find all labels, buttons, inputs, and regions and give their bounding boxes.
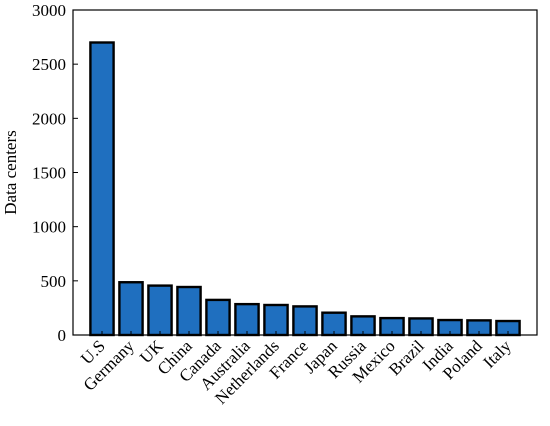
bars	[89, 41, 521, 337]
bar-u-s	[89, 41, 115, 337]
y-tick-label: 500	[41, 272, 67, 291]
x-tick-labels: U.SGermanyUKChinaCanadaAustraliaNetherla…	[77, 336, 515, 408]
y-tick-label: 1500	[32, 164, 66, 183]
bar-uk	[147, 284, 173, 337]
bar-netherlands	[263, 303, 289, 337]
y-tick-label: 2000	[32, 109, 66, 128]
axis-ticks	[73, 9, 509, 336]
y-tick-labels: 0 500 1000 1500 2000 2500 3000	[32, 1, 66, 345]
x-tick-label: Italy	[479, 336, 515, 372]
bar-china	[176, 285, 202, 337]
bar-germany	[118, 281, 144, 337]
y-axis-label: Data centers	[1, 130, 20, 214]
bar-australia	[234, 302, 260, 337]
y-tick-label: 0	[58, 326, 67, 345]
bar-canada	[205, 298, 231, 337]
y-tick-label: 3000	[32, 1, 66, 20]
y-tick-label: 1000	[32, 218, 66, 237]
bar-france	[292, 305, 318, 337]
plot-frame	[72, 9, 538, 336]
y-tick-label: 2500	[32, 55, 66, 74]
